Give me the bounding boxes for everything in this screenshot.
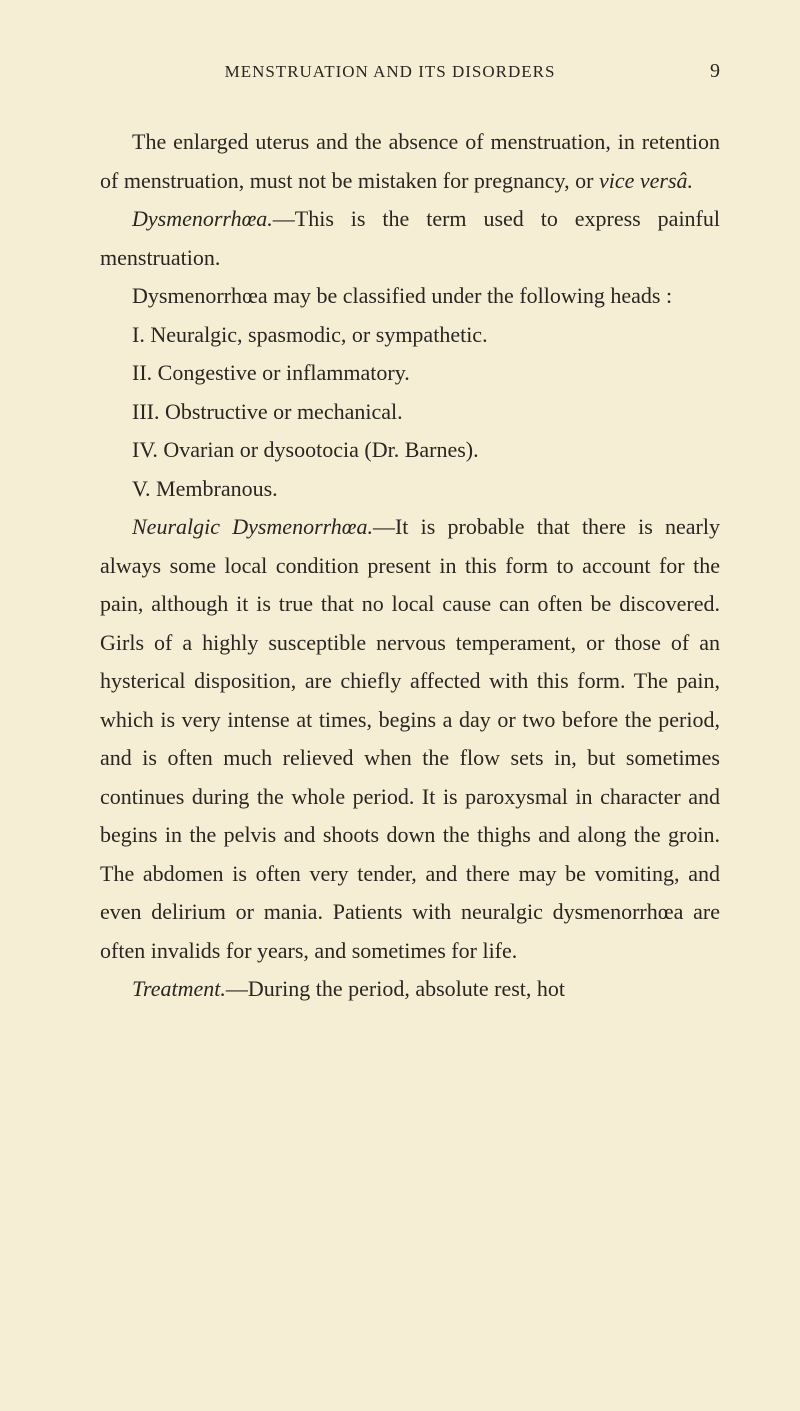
list-item-v: V. Membranous.: [100, 470, 720, 509]
paragraph-5: Treatment.—During the period, absolute r…: [100, 970, 720, 1009]
paragraph-4: Neuralgic Dysmenorrhœa.—It is probable t…: [100, 508, 720, 970]
classification-list: I. Neuralgic, spasmodic, or sympathetic.…: [100, 316, 720, 509]
paragraph-3: Dysmenorrhœa may be classified under the…: [100, 277, 720, 316]
p5-text: —During the period, absolute rest, hot: [226, 976, 565, 1001]
paragraph-2: Dysmenorrhœa.—This is the term used to e…: [100, 200, 720, 277]
running-header: MENSTRUATION AND ITS DISORDERS: [100, 62, 680, 82]
list-item-iv: IV. Ovarian or dysootocia (Dr. Barnes).: [100, 431, 720, 470]
list-item-iii: III. Obstructive or mechanical.: [100, 393, 720, 432]
p2-italic: Dysmenorrhœa.: [132, 206, 273, 231]
list-item-ii: II. Congestive or inflammatory.: [100, 354, 720, 393]
page-number: 9: [710, 60, 720, 83]
p1-italic: vice versâ.: [599, 168, 693, 193]
page-header: MENSTRUATION AND ITS DISORDERS 9: [100, 60, 720, 83]
p4-text: —It is probable that there is nearly alw…: [100, 514, 720, 963]
body-text: The enlarged uterus and the absence of m…: [100, 123, 720, 1009]
p5-italic: Treatment.: [132, 976, 226, 1001]
list-item-i: I. Neuralgic, spasmodic, or sympathetic.: [100, 316, 720, 355]
p4-italic: Neuralgic Dysmenorrhœa.: [132, 514, 373, 539]
paragraph-1: The enlarged uterus and the absence of m…: [100, 123, 720, 200]
